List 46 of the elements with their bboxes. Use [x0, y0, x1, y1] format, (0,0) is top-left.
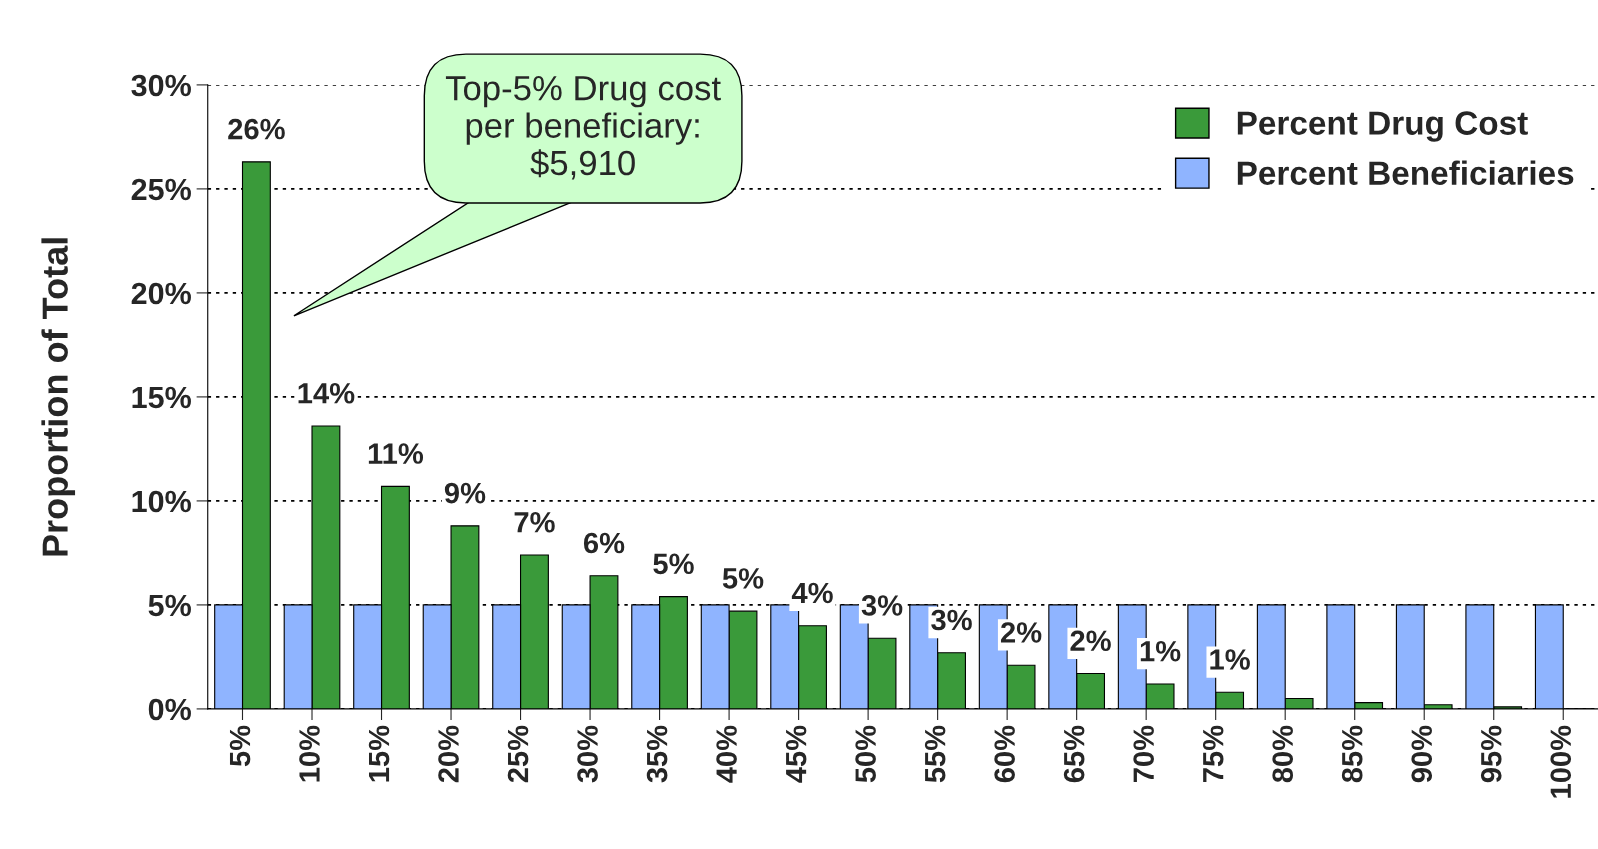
x-tick-label: 15% — [368, 725, 390, 782]
x-tick-label: 20% — [438, 725, 459, 783]
x-tick-label: 90% — [1411, 725, 1433, 783]
y-tick-label: 10% — [132, 490, 191, 513]
data-label: 3% — [861, 595, 903, 616]
x-tick-label: 75% — [1202, 725, 1224, 783]
data-label: 2% — [1000, 622, 1042, 643]
x-tick-label: 40% — [716, 725, 737, 783]
y-tick-label: 30% — [131, 74, 191, 97]
y-tick-label: 20% — [131, 282, 191, 305]
data-label: 1% — [1210, 649, 1250, 670]
x-tick-label: 100% — [1550, 725, 1572, 798]
data-label: 3% — [931, 609, 972, 631]
data-label: 26% — [228, 118, 285, 140]
data-label: 5% — [722, 568, 764, 589]
x-tick-label: 55% — [924, 725, 946, 783]
y-axis-title: Proportion of Total — [41, 238, 76, 556]
legend-label: Percent Drug Cost — [1237, 111, 1528, 142]
data-label: 5% — [653, 553, 694, 575]
x-tick-label: 65% — [1063, 725, 1085, 783]
legend-label: Percent Beneficiaries — [1237, 160, 1574, 185]
y-tick-label: 15% — [132, 386, 191, 409]
x-tick-label: 30% — [577, 725, 598, 783]
x-tick-label: 95% — [1480, 725, 1502, 783]
x-tick-label: 60% — [994, 725, 1015, 783]
y-tick-label: 25% — [131, 178, 191, 201]
annotation: Top-5% Drug cost per beneficiary: $5,910 — [445, 76, 721, 180]
x-tick-label: 25% — [507, 725, 529, 783]
data-label: 9% — [444, 482, 486, 504]
x-tick-label: 50% — [855, 725, 876, 783]
data-label: 7% — [514, 511, 555, 533]
x-tick-label: 85% — [1341, 725, 1363, 783]
y-tick-label: 0% — [148, 698, 191, 721]
x-tick-label: 10% — [299, 725, 320, 782]
data-label: 4% — [791, 582, 833, 604]
x-tick-label: 80% — [1272, 725, 1294, 783]
x-tick-label: 70% — [1133, 725, 1154, 783]
data-label: 11% — [368, 443, 424, 464]
y-tick-label: 5% — [148, 594, 191, 617]
data-label: 6% — [583, 532, 625, 554]
data-label: 2% — [1070, 630, 1111, 652]
x-tick-label: 45% — [785, 725, 807, 783]
x-tick-label: 35% — [646, 725, 668, 783]
data-label: 1% — [1140, 640, 1181, 662]
x-tick-label: 5% — [229, 725, 251, 767]
data-label: 14% — [298, 383, 355, 404]
